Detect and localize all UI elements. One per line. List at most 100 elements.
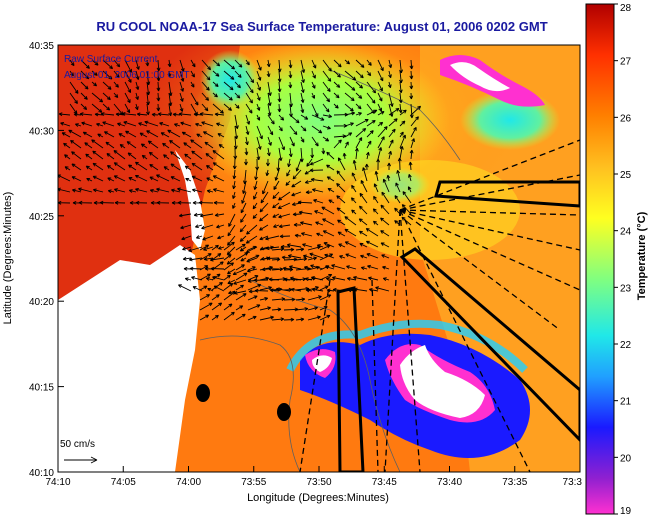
current-vector-arrow	[247, 245, 257, 251]
current-vector-arrow	[201, 81, 210, 91]
current-vector-arrow	[377, 126, 388, 138]
current-vector-arrow	[91, 103, 103, 113]
current-vector-arrow	[259, 202, 269, 213]
x-tick-label: 73:35	[502, 477, 527, 488]
current-vector-arrow	[97, 133, 104, 138]
current-vector-arrow	[235, 264, 245, 271]
current-vector-arrow	[190, 81, 195, 88]
current-vector-arrow	[117, 122, 126, 127]
current-vector-arrow	[337, 231, 346, 237]
y-tick-label: 40:25	[29, 212, 54, 223]
current-vector-arrow	[184, 277, 192, 282]
current-vector-arrow	[102, 92, 111, 101]
current-vector-arrow	[286, 243, 302, 248]
current-vector-arrow	[179, 81, 184, 92]
current-vector-arrow	[373, 195, 379, 204]
current-vector-arrow	[239, 235, 247, 242]
current-vector-arrow	[355, 81, 364, 89]
current-vector-arrow	[266, 147, 271, 157]
current-vector-arrow	[211, 302, 223, 311]
y-tick-label: 40:20	[29, 297, 54, 308]
current-vector-arrow	[256, 147, 261, 161]
current-vector-arrow	[113, 175, 126, 182]
current-vector-arrow	[99, 200, 115, 205]
current-vector-arrow	[366, 92, 376, 104]
x-tick-label: 73:3	[563, 477, 583, 488]
current-vector-arrow	[344, 92, 355, 102]
current-vector-arrow	[199, 244, 210, 251]
current-vector-arrow	[408, 174, 412, 182]
current-vector-arrow	[274, 169, 280, 181]
current-vector-arrow	[138, 122, 148, 127]
current-vector-arrow	[266, 59, 271, 68]
current-vector-arrow	[355, 59, 365, 68]
current-vector-arrow	[344, 81, 356, 91]
current-vector-arrow	[135, 200, 148, 205]
current-vector-arrow	[223, 70, 235, 80]
current-vector-arrow	[205, 153, 214, 160]
current-vector-arrow	[184, 153, 192, 160]
current-vector-arrow	[217, 235, 225, 240]
current-vector-arrow	[410, 126, 417, 138]
current-vector-arrow	[347, 288, 357, 293]
current-vector-arrow	[181, 235, 192, 241]
current-vector-arrow	[190, 70, 195, 78]
current-vector-arrow	[336, 195, 346, 204]
y-tick-label: 40:30	[29, 126, 54, 137]
current-vector-arrow	[306, 158, 313, 167]
radar-dashed-lines	[299, 139, 580, 472]
current-vector-arrow	[295, 297, 306, 302]
current-vector-arrow	[259, 265, 273, 271]
current-vector-arrow	[267, 103, 272, 117]
current-vector-arrow	[114, 188, 126, 193]
current-vector-arrow	[247, 295, 258, 301]
current-vector-arrow	[267, 125, 274, 136]
current-vector-arrow	[182, 256, 192, 261]
current-vector-arrow	[212, 162, 225, 171]
current-vector-arrow	[156, 187, 170, 193]
current-vector-arrow	[135, 70, 140, 80]
current-vector-arrow	[377, 136, 385, 149]
current-vector-arrow	[211, 253, 222, 261]
current-vector-arrow	[351, 172, 357, 182]
current-vector-arrow	[259, 296, 269, 301]
colorbar-ticks: 28 27 26 25 24 23 22 21 20 19	[614, 3, 632, 517]
current-vector-arrow	[408, 161, 413, 171]
current-vector-arrow	[279, 234, 291, 239]
current-vector-arrow	[410, 116, 419, 127]
overlay-current-label: Raw Surface Current	[64, 54, 158, 65]
current-vector-arrow	[129, 200, 137, 205]
current-vector-arrow	[283, 247, 295, 252]
current-vector-arrow	[288, 59, 293, 69]
current-vector-arrow	[396, 170, 401, 182]
x-axis-label: Longitude (Degrees:Minutes)	[247, 492, 389, 504]
current-vector-arrow	[201, 59, 212, 71]
current-vector-arrow	[311, 136, 319, 147]
current-vector-arrow	[185, 177, 192, 182]
current-vector-arrow	[409, 92, 414, 100]
current-vector-arrow	[102, 121, 115, 127]
current-vector-arrow	[333, 92, 340, 99]
current-vector-arrow	[218, 144, 225, 149]
current-vector-arrow	[300, 114, 309, 120]
current-vector-arrow	[147, 140, 159, 149]
current-vector-arrow	[244, 147, 249, 156]
current-vector-arrow	[170, 163, 181, 171]
current-vector-arrow	[346, 276, 357, 281]
current-vector-arrow	[344, 141, 349, 149]
current-vector-arrow	[256, 136, 262, 150]
current-vector-arrow	[372, 220, 379, 226]
current-vector-arrow	[94, 112, 104, 117]
current-vector-arrow	[377, 111, 385, 116]
current-vector-arrow	[211, 261, 224, 271]
current-vector-arrow	[163, 166, 170, 171]
current-vector-arrow	[278, 114, 285, 121]
current-vector-arrow	[351, 209, 357, 215]
current-vector-arrow	[386, 174, 391, 182]
current-vector-arrow	[382, 265, 390, 270]
current-vector-arrow	[311, 125, 323, 134]
current-vector-arrow	[259, 235, 269, 241]
current-vector-arrow	[278, 191, 291, 201]
current-vector-arrow	[277, 103, 282, 113]
current-vector-arrow	[241, 191, 247, 204]
